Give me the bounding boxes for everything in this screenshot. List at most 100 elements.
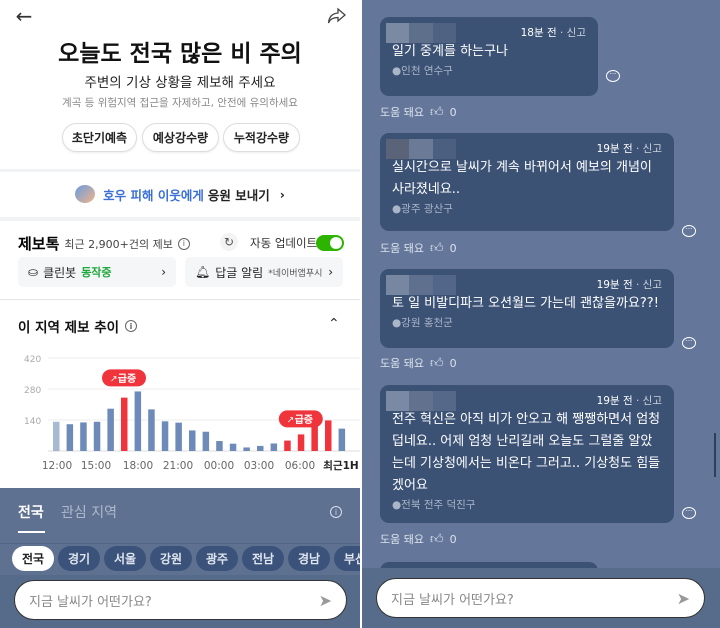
surge-bar[interactable] — [297, 434, 305, 451]
comment-icon[interactable]: ··· — [682, 337, 696, 349]
info-icon[interactable]: i — [125, 320, 138, 332]
helpful-label: 도움 돼요 — [380, 533, 424, 546]
report-input[interactable]: 지금 날씨가 어떤가요? ➤ — [14, 580, 347, 620]
expected-rainfall-button[interactable]: 예상강수량 — [142, 123, 219, 152]
bar[interactable] — [80, 422, 87, 451]
post-card: 18분 전 · 신고 일기 중계를 하는구나 ●인천 연수구 — [380, 17, 598, 96]
page-title: 오늘도 전국 많은 비 주의 — [58, 41, 302, 67]
send-icon[interactable]: ➤ — [676, 588, 690, 608]
surge-badge-label: 급증 — [295, 414, 313, 426]
chevron-right-icon: › — [161, 265, 166, 279]
location-text: 인천 연수구 — [401, 65, 453, 77]
region-chip[interactable]: 경기 — [58, 546, 100, 571]
cleanbot-card[interactable]: ⛀ 클린봇 동작중 › — [18, 257, 176, 287]
post-time: 18분 전 — [520, 27, 557, 39]
location-pin-icon: ● — [392, 203, 402, 215]
active-tab-indicator — [18, 531, 45, 533]
blurred-avatar — [386, 23, 456, 43]
y-tick-label: 420 — [24, 355, 41, 365]
comment-icon[interactable]: ··· — [682, 225, 696, 237]
surge-bar[interactable] — [325, 420, 332, 451]
region-chip[interactable]: 전남 — [242, 546, 284, 571]
input-placeholder: 지금 날씨가 어떤가요? — [391, 592, 514, 608]
reply-alert-note: *네이버앱푸시 — [268, 268, 323, 279]
bar[interactable] — [53, 421, 60, 451]
comment-icon[interactable]: ··· — [606, 70, 620, 82]
info-icon[interactable]: i — [330, 506, 342, 518]
back-arrow-icon[interactable]: ← — [15, 4, 33, 28]
report-link[interactable]: 신고 — [566, 27, 586, 39]
surge-bar[interactable] — [284, 440, 291, 451]
bar[interactable] — [161, 421, 169, 451]
bar[interactable] — [229, 443, 237, 451]
x-tick-label: 06:00 — [285, 460, 315, 472]
post-card: 19분 전 · 신고 실시간으로 날씨가 계속 바뀌어서 예보의 개념이 사라졌네… — [380, 133, 674, 231]
bar[interactable] — [270, 443, 278, 451]
surge-badge — [278, 410, 323, 428]
blurred-avatar — [386, 139, 456, 159]
support-banner[interactable]: 호우 피해 이웃에게 응원 보내기 › — [0, 172, 360, 216]
like-count: 0 — [449, 105, 457, 119]
post-meta: 19분 전 · 신고 — [596, 279, 662, 291]
report-link[interactable]: 신고 — [642, 395, 662, 407]
robot-icon: ⛀ — [28, 265, 39, 279]
region-chip[interactable]: 경남 — [288, 546, 330, 571]
region-chip[interactable]: 강원 — [150, 546, 192, 571]
reply-alert-card[interactable]: 🔔︎ 답글 알림 *네이버앱푸시 › — [185, 257, 343, 287]
collapse-chevron-icon[interactable]: ⌃ — [328, 316, 340, 332]
bar[interactable] — [202, 431, 210, 451]
scrollbar[interactable] — [714, 433, 716, 477]
chart-header: 이 지역 제보 추이 i — [18, 316, 138, 336]
region-chip[interactable]: 서울 — [104, 546, 146, 571]
divider — [0, 169, 360, 172]
bar[interactable] — [189, 430, 196, 451]
short-term-forecast-button[interactable]: 초단기예측 — [62, 123, 137, 152]
report-link[interactable]: 신고 — [642, 143, 662, 155]
auto-update-label: 자동 업데이트 — [250, 236, 318, 250]
region-chip[interactable]: 부산 — [334, 546, 360, 571]
post-card: 19분 전 · 신고 전주 혁신은 아직 비가 안오고 해 쨍쨍하면서 엄청 덥네… — [380, 385, 674, 523]
send-icon[interactable]: ➤ — [318, 590, 332, 610]
refresh-icon[interactable]: ↻ — [220, 233, 238, 251]
bar[interactable] — [175, 422, 182, 451]
region-chip[interactable]: 광주 — [196, 546, 238, 571]
x-tick-label: 12:00 — [42, 460, 72, 472]
bar[interactable] — [66, 424, 74, 451]
bar[interactable] — [243, 447, 250, 451]
post-meta: 19분 전 · 신고 — [596, 143, 662, 155]
bar[interactable] — [257, 445, 264, 451]
helpful-button[interactable]: 도움 돼요 👍︎ 0 — [380, 240, 457, 256]
chart-title: 이 지역 제보 추이 — [18, 320, 120, 336]
bar[interactable] — [93, 421, 101, 451]
bar[interactable] — [107, 408, 114, 451]
cumulative-rainfall-button[interactable]: 누적강수량 — [223, 123, 300, 152]
comment-icon[interactable]: ··· — [682, 507, 696, 519]
post-meta: 18분 전 · 신고 — [520, 27, 586, 39]
tab-nationwide[interactable]: 전국 — [18, 505, 44, 521]
bar[interactable] — [338, 428, 346, 451]
post-location: ●강원 홍천군 — [392, 315, 662, 330]
helpful-button[interactable]: 도움 돼요 👍︎ 0 — [380, 531, 457, 547]
bar[interactable] — [216, 441, 223, 451]
divider — [0, 217, 360, 221]
bar[interactable] — [148, 409, 155, 451]
banner-highlight: 호우 피해 이웃에게 — [103, 187, 204, 203]
surge-bar[interactable] — [311, 421, 318, 451]
helpful-button[interactable]: 도움 돼요 👍︎ 0 — [380, 355, 457, 371]
report-input[interactable]: 지금 날씨가 어떤가요? ➤ — [376, 578, 705, 618]
surge-bar[interactable] — [121, 397, 128, 451]
post-time: 19분 전 — [596, 395, 633, 407]
like-count: 0 — [449, 532, 457, 546]
location-text: 전북 전주 덕진구 — [401, 499, 476, 511]
auto-update-toggle[interactable] — [316, 235, 344, 251]
bar[interactable] — [134, 391, 142, 451]
share-icon[interactable] — [326, 5, 348, 27]
post-location: ●인천 연수구 — [392, 63, 586, 78]
region-chip[interactable]: 전국 — [12, 546, 54, 571]
report-link[interactable]: 신고 — [642, 279, 662, 291]
helpful-button[interactable]: 도움 돼요 👍︎ 0 — [380, 104, 457, 120]
tab-favorite-regions[interactable]: 관심 지역 — [61, 505, 117, 521]
info-icon[interactable]: i — [177, 237, 190, 250]
blurred-avatar — [386, 391, 456, 411]
blurred-avatar — [386, 275, 456, 295]
